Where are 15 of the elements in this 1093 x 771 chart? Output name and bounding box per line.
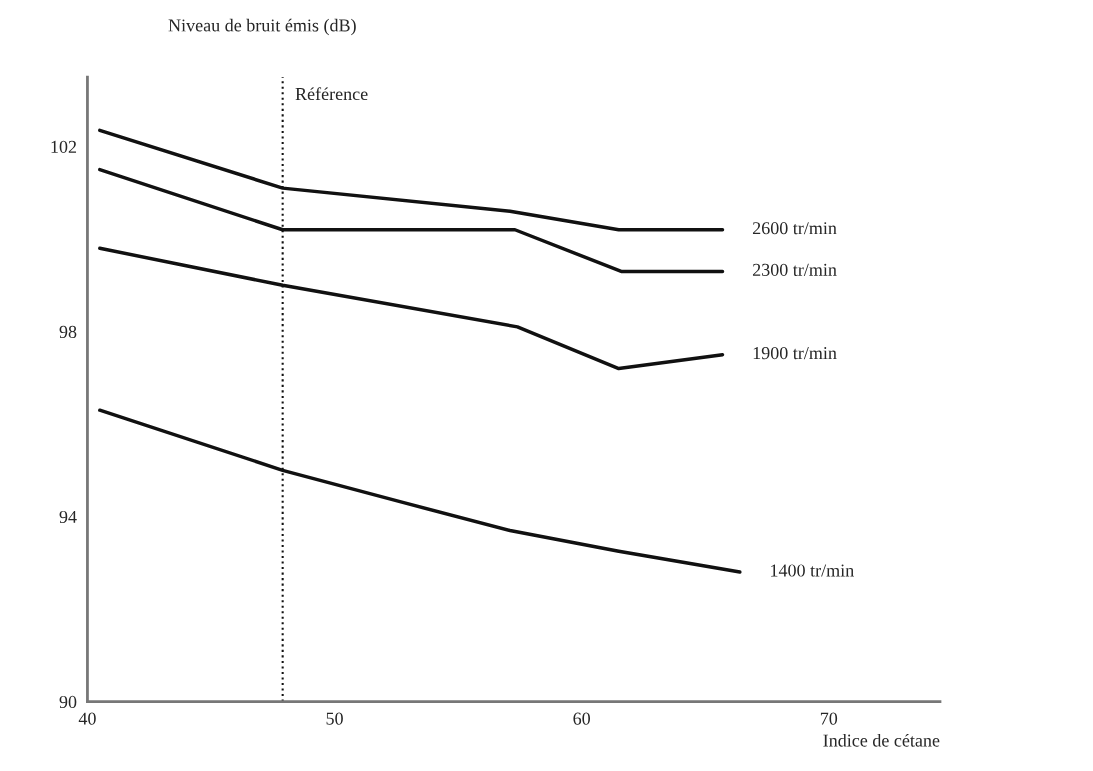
x-axis-title: Indice de cétane — [823, 733, 940, 747]
y-tick-label: 94 — [59, 510, 77, 524]
series-label: 2300 tr/min — [752, 263, 837, 276]
series-label: 1400 tr/min — [771, 564, 854, 577]
ref-line-label: Référence — [295, 87, 368, 101]
x-tick-label: 40 — [78, 712, 96, 725]
x-tick-label: 60 — [573, 712, 591, 725]
y-tick-label: 98 — [59, 325, 77, 338]
x-tick-label: 70 — [820, 712, 838, 725]
series-label: 2600 tr/min — [752, 222, 837, 235]
y-tick-label: 90 — [59, 695, 77, 709]
series-label: 1900 tr/min — [753, 346, 837, 360]
y-tick-label: 102 — [51, 140, 77, 153]
x-tick-label: 50 — [326, 712, 343, 725]
y-axis-title: Niveau de bruit émis (dB) — [168, 18, 356, 36]
